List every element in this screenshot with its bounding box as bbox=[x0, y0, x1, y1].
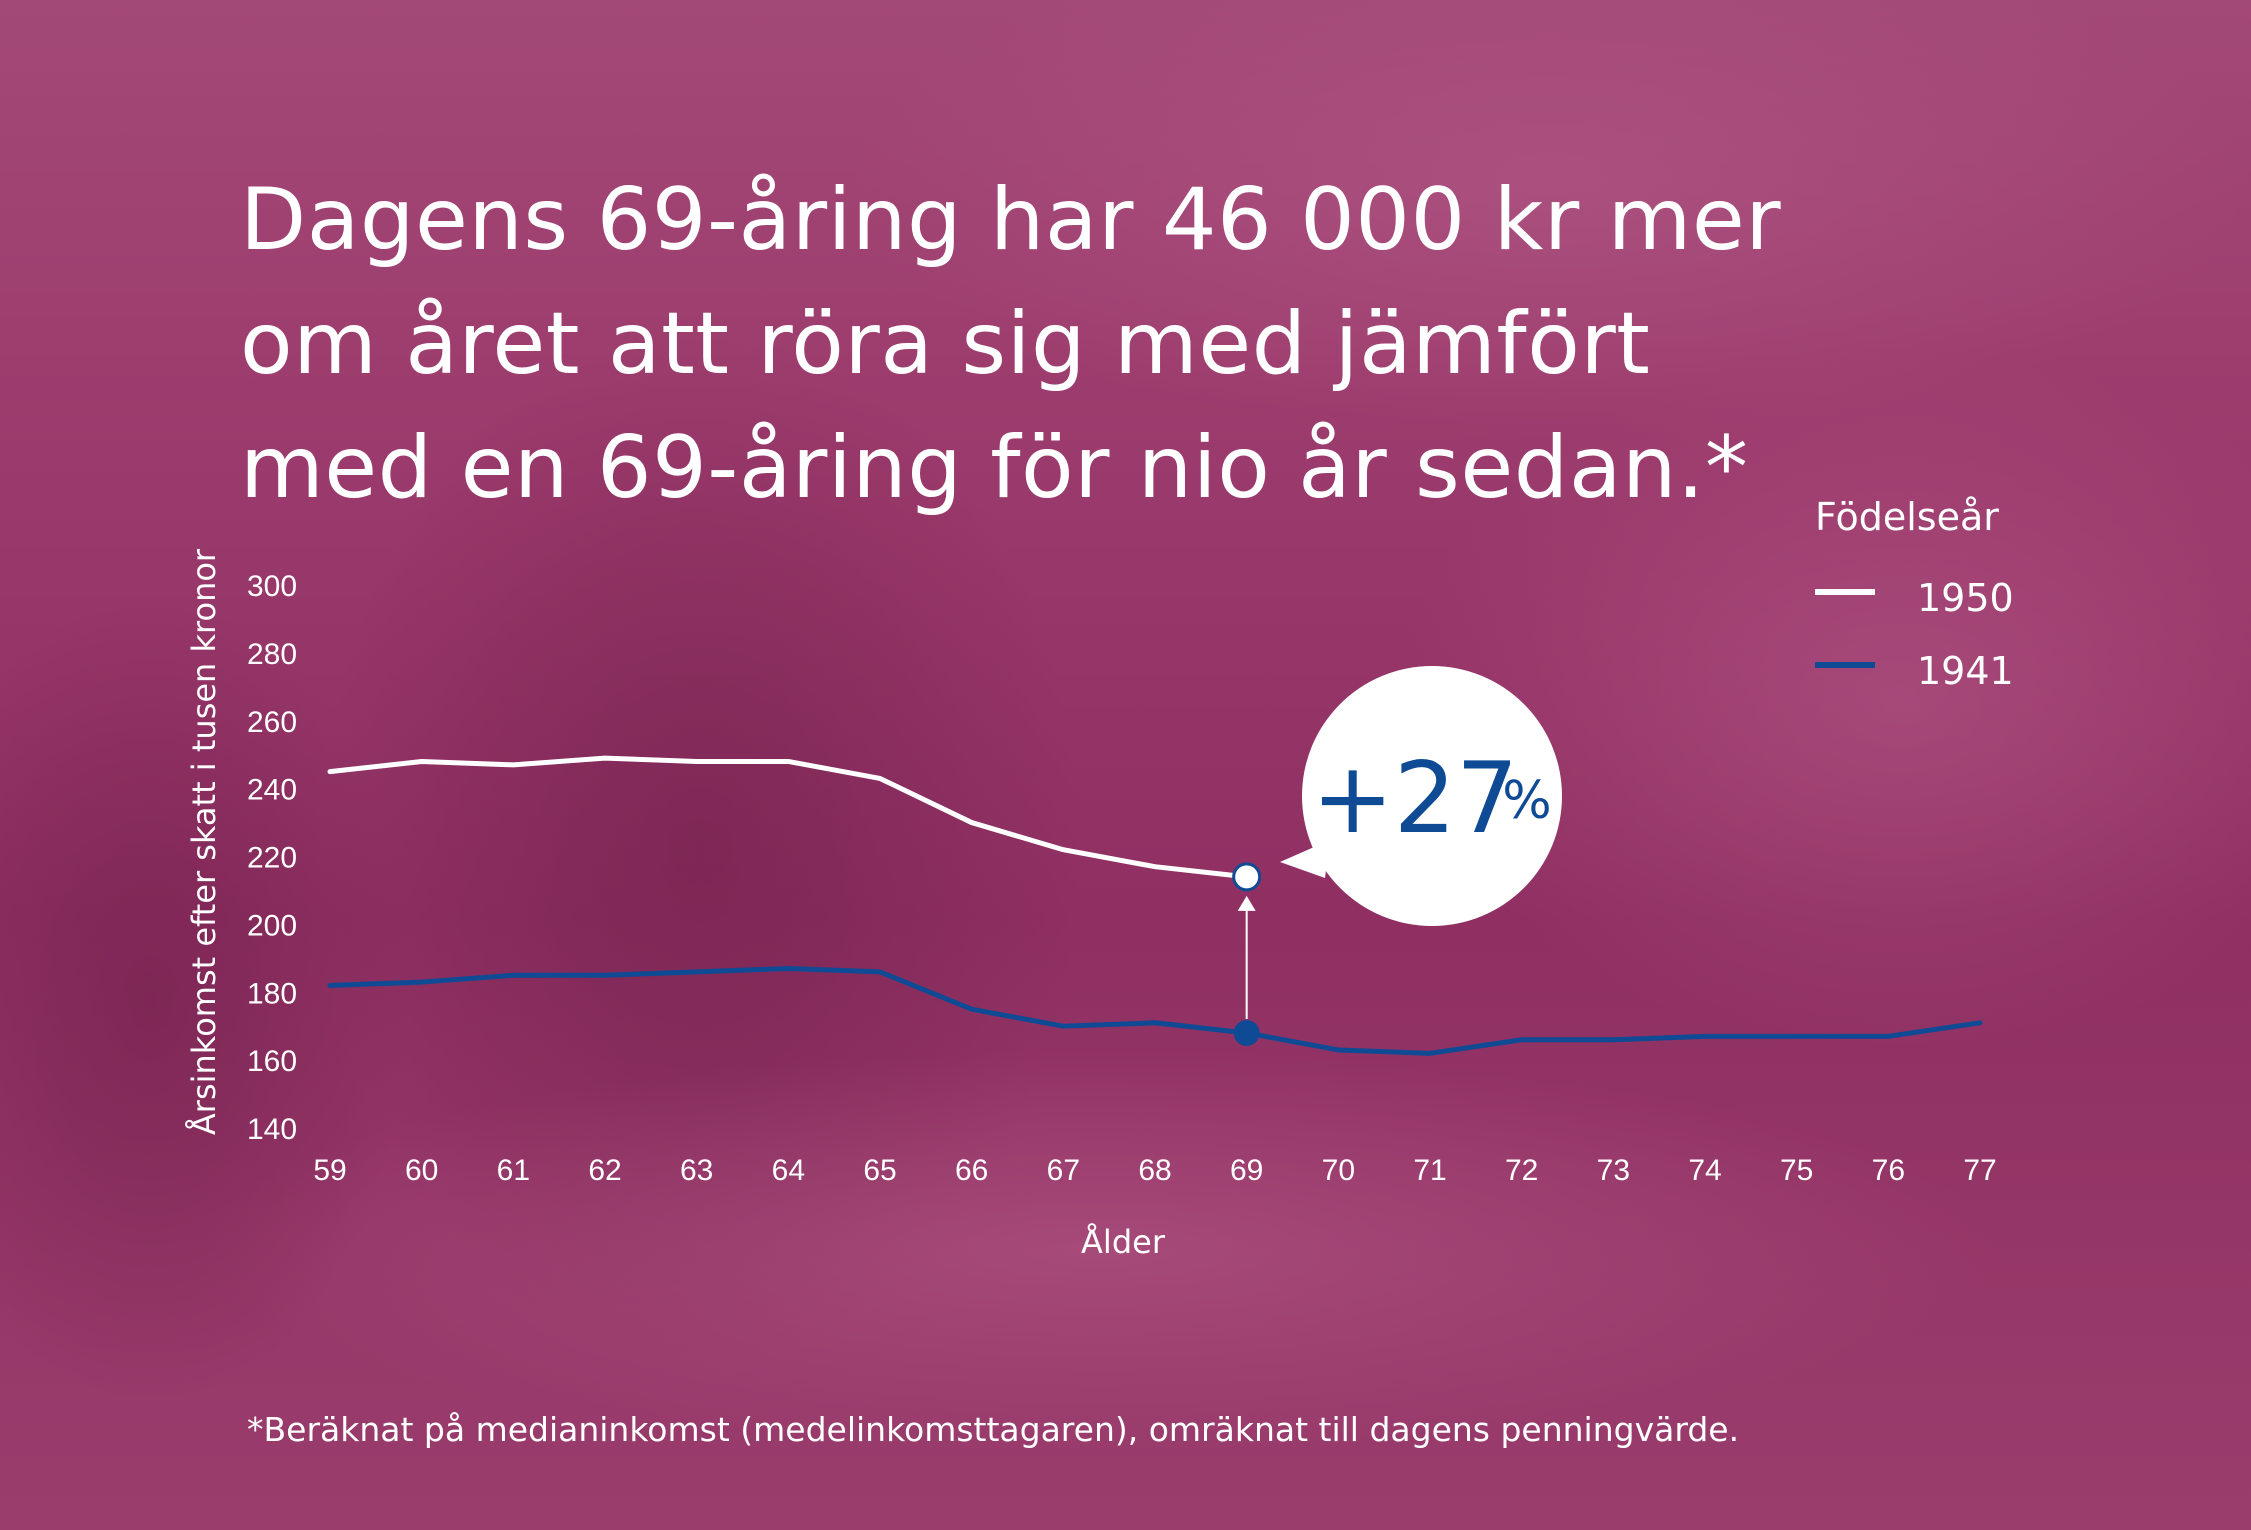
y-tick-label: 220 bbox=[247, 842, 297, 875]
highlight-point-1950 bbox=[1232, 862, 1262, 892]
callout-unit: % bbox=[1502, 771, 1551, 831]
x-tick-label: 59 bbox=[313, 1154, 346, 1187]
x-tick-label: 72 bbox=[1505, 1154, 1538, 1187]
headline: Dagens 69-åring har 46 000 kr mer om åre… bbox=[240, 158, 1890, 530]
x-tick-label: 68 bbox=[1138, 1154, 1171, 1187]
y-tick-label: 160 bbox=[247, 1045, 297, 1078]
x-tick-label: 77 bbox=[1963, 1154, 1996, 1187]
legend-label-1941: 1941 bbox=[1917, 649, 2014, 693]
y-tick-label: 240 bbox=[247, 774, 297, 807]
headline-line-3: med en 69-åring för nio år sedan.* bbox=[240, 418, 1749, 518]
y-axis-ticks: 140 160 180 200 220 240 260 280 300 bbox=[247, 570, 297, 1146]
highlight-point-1941 bbox=[1233, 1019, 1260, 1046]
x-tick-label: 66 bbox=[955, 1154, 988, 1187]
callout-circle bbox=[1302, 666, 1562, 926]
series-line-1941 bbox=[327, 965, 1983, 1056]
headline-line-2: om året att röra sig med jämfört bbox=[240, 294, 1651, 394]
x-tick-label: 69 bbox=[1230, 1154, 1263, 1187]
highlight-layer bbox=[1232, 862, 1262, 1046]
series-layer bbox=[327, 755, 1983, 1056]
x-axis-ticks: 59 60 61 62 63 64 65 66 67 68 69 70 71 72 73 74 75 76 77 bbox=[313, 1154, 1996, 1187]
y-tick-label: 300 bbox=[247, 570, 297, 603]
series-line-1950 bbox=[327, 755, 1250, 880]
x-axis-label: Ålder bbox=[1081, 1223, 1166, 1261]
change-arrow-head bbox=[1237, 895, 1256, 911]
y-tick-label: 280 bbox=[247, 638, 297, 671]
x-tick-label: 73 bbox=[1597, 1154, 1630, 1187]
x-tick-label: 75 bbox=[1780, 1154, 1813, 1187]
legend-label-1950: 1950 bbox=[1917, 576, 2014, 620]
footnote: *Beräknat på medianinkomst (medelinkomst… bbox=[247, 1410, 1740, 1449]
callout-value: +27 bbox=[1312, 742, 1519, 856]
x-tick-label: 64 bbox=[772, 1154, 805, 1187]
x-tick-label: 60 bbox=[405, 1154, 438, 1187]
y-tick-label: 180 bbox=[247, 977, 297, 1010]
x-tick-label: 62 bbox=[588, 1154, 621, 1187]
x-tick-label: 70 bbox=[1322, 1154, 1355, 1187]
x-tick-label: 76 bbox=[1872, 1154, 1905, 1187]
x-tick-label: 61 bbox=[497, 1154, 530, 1187]
x-tick-label: 65 bbox=[863, 1154, 896, 1187]
x-tick-label: 74 bbox=[1688, 1154, 1721, 1187]
y-tick-label: 140 bbox=[247, 1113, 297, 1146]
x-tick-label: 67 bbox=[1047, 1154, 1080, 1187]
y-tick-label: 200 bbox=[247, 909, 297, 942]
headline-line-1: Dagens 69-åring har 46 000 kr mer bbox=[240, 170, 1782, 270]
percent-callout-bubble: +27 % bbox=[1280, 666, 1562, 926]
legend-title: Födelseår bbox=[1815, 495, 1999, 539]
y-tick-label: 260 bbox=[247, 706, 297, 739]
x-tick-label: 63 bbox=[680, 1154, 713, 1187]
legend: Födelseår 1950 1941 bbox=[1815, 495, 2014, 693]
y-axis-label: Årsinkomst efter skatt i tusen kronor bbox=[185, 548, 223, 1135]
x-tick-label: 71 bbox=[1413, 1154, 1446, 1187]
